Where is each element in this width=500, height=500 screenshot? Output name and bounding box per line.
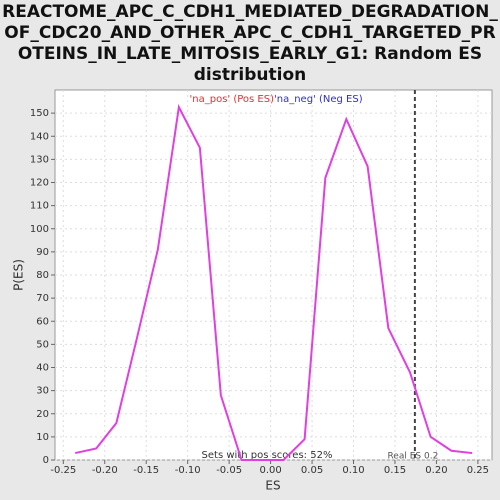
x-axis-label: ES [265,479,280,493]
y-tick-label: 120 [30,178,49,189]
x-tick-label: 0.10 [342,465,364,476]
y-axis-label: P(ES) [12,259,26,291]
y-tick-label: 130 [30,154,49,165]
chart-title: OTEINS_IN_LATE_MITOSIS_EARLY_G1: Random … [18,44,482,64]
x-tick-label: -0.20 [92,465,118,476]
chart-title: OF_CDC20_AND_OTHER_APC_C_CDH1_TARGETED_P… [4,23,495,43]
x-tick-label: -0.10 [175,465,201,476]
chart-title: REACTOME_APC_C_CDH1_MEDIATED_DEGRADATION… [2,2,498,22]
y-tick-label: 90 [36,247,49,258]
y-tick-label: 0 [43,455,49,466]
y-tick-label: 10 [36,432,49,443]
x-tick-label: 0.20 [425,465,447,476]
y-tick-label: 100 [30,224,49,235]
x-tick-label: 0.00 [259,465,281,476]
y-tick-label: 50 [36,339,49,350]
x-tick-label: 0.15 [384,465,406,476]
y-tick-label: 20 [36,409,49,420]
chart-title: distribution [194,65,306,85]
x-tick-label: -0.15 [133,465,159,476]
annotation: Sets with pos scores: 52% [202,450,333,461]
y-tick-label: 80 [36,270,49,281]
x-tick-label: 0.25 [467,465,489,476]
real-es-label: Real ES 0.2 [387,452,438,462]
y-tick-label: 110 [30,201,49,212]
y-tick-label: 140 [30,131,49,142]
y-tick-label: 150 [30,108,49,119]
y-tick-label: 40 [36,363,49,374]
x-tick-label: 0.05 [301,465,323,476]
legend-entry: 'na_neg' (Neg ES) [274,94,363,105]
y-tick-label: 60 [36,316,49,327]
x-tick-label: -0.05 [216,465,242,476]
legend-entry: 'na_pos' (Pos ES) [190,94,275,105]
y-tick-label: 70 [36,293,49,304]
es-line [75,103,473,461]
x-tick-label: -0.25 [50,465,76,476]
y-tick-label: 30 [36,386,49,397]
